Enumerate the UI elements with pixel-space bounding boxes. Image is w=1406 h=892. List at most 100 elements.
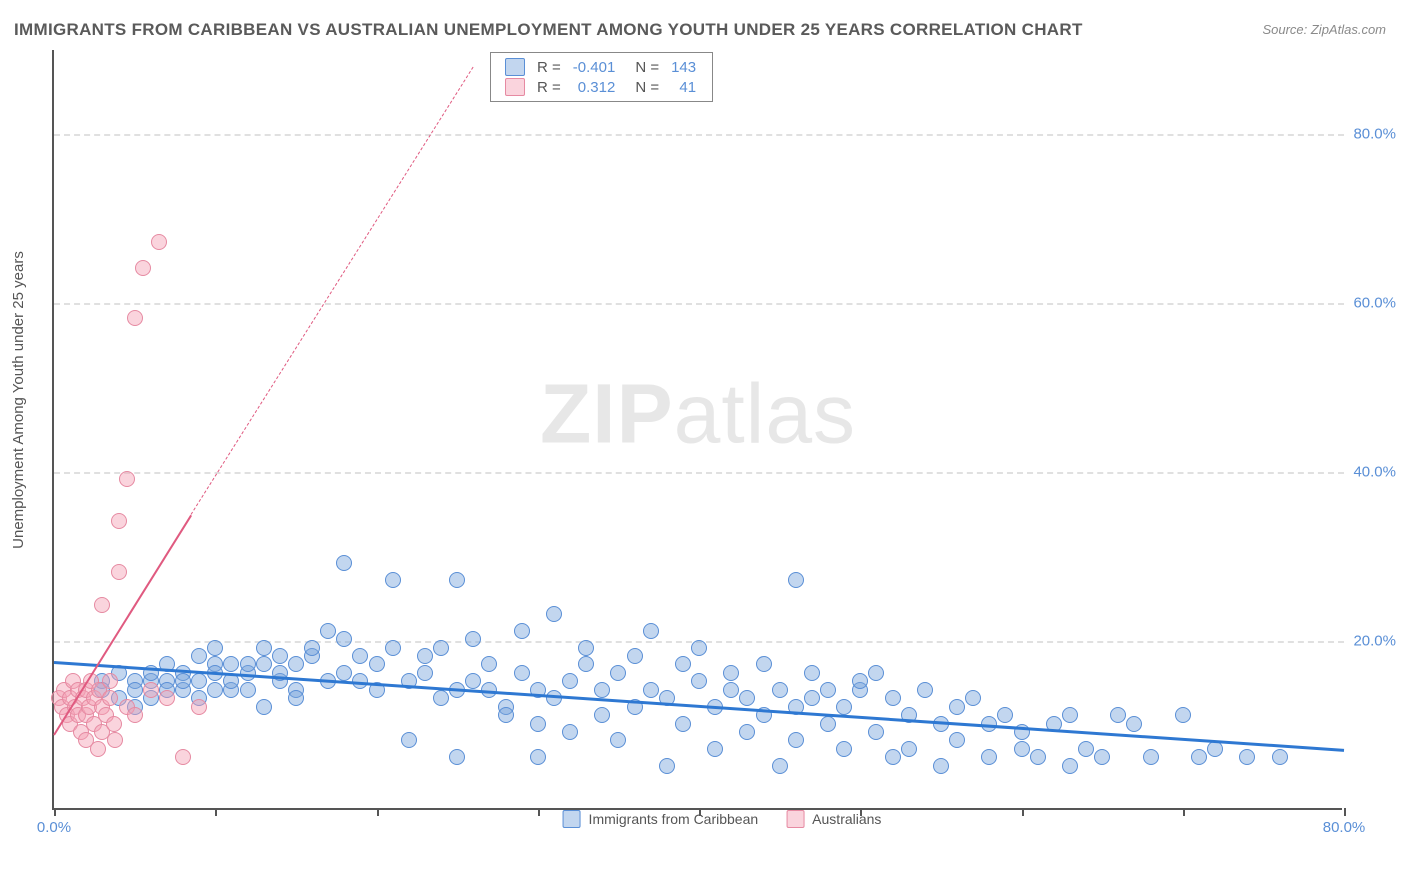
stats-row: R =0.312N =41	[499, 77, 702, 97]
data-point	[530, 749, 546, 765]
data-point	[578, 656, 594, 672]
data-point	[465, 631, 481, 647]
data-point	[675, 656, 691, 672]
data-point	[981, 749, 997, 765]
stats-R-value: 0.312	[567, 77, 622, 97]
stats-box: R =-0.401N =143R =0.312N =41	[490, 52, 713, 102]
data-point	[1143, 749, 1159, 765]
data-point	[433, 640, 449, 656]
x-tick	[54, 808, 56, 816]
data-point	[90, 741, 106, 757]
data-point	[111, 513, 127, 529]
data-point	[723, 682, 739, 698]
data-point	[102, 690, 118, 706]
stats-swatch	[505, 78, 525, 96]
data-point	[933, 758, 949, 774]
stats-N-value: 41	[665, 77, 702, 97]
data-point	[320, 623, 336, 639]
data-point	[207, 640, 223, 656]
data-point	[514, 623, 530, 639]
data-point	[401, 732, 417, 748]
stats-swatch	[505, 58, 525, 76]
data-point	[1078, 741, 1094, 757]
watermark: ZIPatlas	[540, 365, 856, 462]
data-point	[256, 699, 272, 715]
data-point	[1175, 707, 1191, 723]
x-tick	[215, 808, 217, 816]
data-point	[240, 682, 256, 698]
data-point	[1014, 741, 1030, 757]
data-point	[1126, 716, 1142, 732]
y-tick-label: 20.0%	[1353, 633, 1396, 650]
data-point	[106, 716, 122, 732]
data-point	[449, 749, 465, 765]
data-point	[610, 665, 626, 681]
data-point	[223, 656, 239, 672]
data-point	[336, 631, 352, 647]
data-point	[707, 741, 723, 757]
data-point	[256, 640, 272, 656]
data-point	[102, 673, 118, 689]
data-point	[336, 665, 352, 681]
data-point	[1030, 749, 1046, 765]
data-point	[385, 640, 401, 656]
data-point	[119, 471, 135, 487]
data-point	[546, 606, 562, 622]
y-tick-label: 80.0%	[1353, 126, 1396, 143]
data-point	[627, 648, 643, 664]
data-point	[836, 741, 852, 757]
x-tick	[538, 808, 540, 816]
data-point	[1110, 707, 1126, 723]
data-point	[336, 555, 352, 571]
plot-region: ZIPatlas 20.0%40.0%60.0%80.0%0.0%80.0%	[52, 50, 1342, 810]
data-point	[691, 640, 707, 656]
legend-swatch	[786, 810, 804, 828]
data-point	[868, 665, 884, 681]
x-tick	[1022, 808, 1024, 816]
data-point	[465, 673, 481, 689]
data-point	[949, 732, 965, 748]
data-point	[127, 310, 143, 326]
data-point	[417, 665, 433, 681]
gridline	[54, 134, 1344, 136]
data-point	[175, 673, 191, 689]
data-point	[530, 716, 546, 732]
data-point	[610, 732, 626, 748]
data-point	[272, 648, 288, 664]
data-point	[659, 758, 675, 774]
data-point	[578, 640, 594, 656]
data-point	[739, 724, 755, 740]
data-point	[256, 656, 272, 672]
data-point	[868, 724, 884, 740]
gridline	[54, 472, 1344, 474]
data-point	[852, 673, 868, 689]
data-point	[949, 699, 965, 715]
source-attribution: Source: ZipAtlas.com	[1262, 22, 1386, 37]
x-tick	[1183, 808, 1185, 816]
x-tick-label: 0.0%	[37, 819, 71, 836]
data-point	[594, 682, 610, 698]
data-point	[191, 699, 207, 715]
data-point	[788, 572, 804, 588]
data-point	[207, 682, 223, 698]
data-point	[1191, 749, 1207, 765]
data-point	[739, 690, 755, 706]
data-point	[240, 656, 256, 672]
data-point	[965, 690, 981, 706]
data-point	[385, 572, 401, 588]
x-tick-label: 80.0%	[1323, 819, 1366, 836]
data-point	[675, 716, 691, 732]
data-point	[191, 648, 207, 664]
y-tick-label: 60.0%	[1353, 295, 1396, 312]
data-point	[417, 648, 433, 664]
stats-N-value: 143	[665, 57, 702, 77]
data-point	[1094, 749, 1110, 765]
stats-N-label: N =	[621, 77, 665, 97]
data-point	[885, 690, 901, 706]
y-tick-label: 40.0%	[1353, 464, 1396, 481]
data-point	[594, 707, 610, 723]
legend-item: Immigrants from Caribbean	[563, 810, 759, 828]
data-point	[94, 597, 110, 613]
data-point	[288, 656, 304, 672]
data-point	[820, 682, 836, 698]
